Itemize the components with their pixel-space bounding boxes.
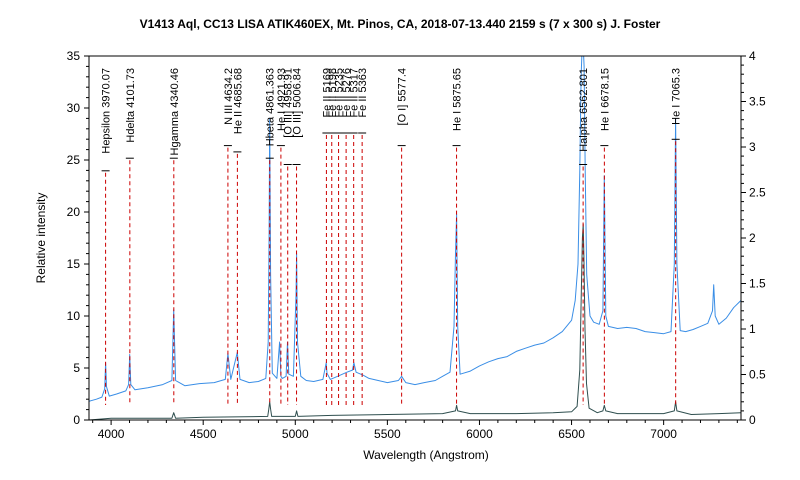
line-marker-label-18: Halpha 6562.801: [578, 68, 590, 152]
line-marker-label-13: Fe II 5276: [341, 68, 353, 118]
y-tick-label-7: 30: [67, 101, 81, 115]
y-tick-label-2: 5: [73, 361, 80, 375]
y-tick-label-8: 35: [67, 49, 81, 63]
line-marker-label-2: Hdelta 4101.73: [125, 68, 137, 143]
y-tick-label-3: 10: [67, 309, 81, 323]
y-tick-label-4: 15: [67, 257, 81, 271]
line-marker-label-1: Hepsilon 3970.07: [101, 68, 113, 154]
line-marker-label-5: He II 4685.68: [232, 68, 244, 134]
y2-tick-label-1: 0: [749, 413, 756, 427]
y-tick-label-5: 20: [67, 205, 81, 219]
line-marker-label-7: He I 4921.93: [276, 68, 288, 131]
y2-tick-label-3: 1: [749, 322, 756, 336]
y-tick-label-6: 25: [67, 153, 81, 167]
y2-tick-label-5: 2: [749, 231, 756, 245]
x-tick-label-2: 4500: [190, 427, 217, 441]
y2-tick-label-2: 0.5: [749, 368, 766, 382]
y2-tick-label-9: 4: [749, 49, 756, 63]
line-marker-label-12: Fe II 5235: [334, 68, 346, 118]
line-marker-label-3: Hgamma 4340.46: [169, 68, 181, 155]
line-marker-label-20: He I 7065.3: [671, 68, 683, 125]
plot-area: Hepsilon 3970.07 Hdelta 4101.73 Hgamma 434…: [67, 49, 766, 441]
line-marker-label-19: He I 6678.15: [599, 68, 611, 131]
y2-tick-label-6: 2.5: [749, 186, 766, 200]
y2-tick-label-8: 3.5: [749, 95, 766, 109]
y-axis-label: Relative intensity: [34, 193, 48, 284]
line-marker-label-9: [O III] 5006.84: [292, 68, 304, 138]
spectrum-series-1: [89, 56, 741, 402]
line-marker-label-6: Hbeta 4861.363: [265, 68, 277, 146]
y2-tick-label-4: 1.5: [749, 277, 766, 291]
y2-tick-label-7: 3: [749, 140, 756, 154]
x-tick-label-7: 7000: [650, 427, 677, 441]
line-marker-label-15: Fe II 5363: [357, 68, 369, 118]
x-tick-label-6: 6500: [558, 427, 585, 441]
line-marker-label-11: Fe II 5198: [327, 68, 339, 118]
y-tick-label-1: 0: [73, 413, 80, 427]
x-tick-label-3: 5000: [282, 427, 309, 441]
x-tick-label-5: 6000: [466, 427, 493, 441]
line-marker-label-17: He I 5875.65: [452, 68, 464, 131]
chart-title: V1413 Aql, CC13 LISA ATIK460EX, Mt. Pino…: [140, 17, 661, 31]
plot-frame: [88, 55, 742, 421]
line-marker-label-14: Fe II 5317: [349, 68, 361, 118]
x-tick-label-4: 5500: [374, 427, 401, 441]
x-axis-label: Wavelength (Angstrom): [363, 448, 489, 462]
line-marker-label-8: [O III] 4958.91: [283, 68, 295, 138]
x-tick-label-1: 4000: [98, 427, 125, 441]
line-marker-label-16: [O I] 5577.4: [397, 68, 409, 125]
line-marker-label-4: N III 4634.2: [223, 68, 235, 125]
spectrum-series-2: [89, 223, 741, 420]
line-marker-label-10: Fe II 5169: [321, 68, 333, 118]
